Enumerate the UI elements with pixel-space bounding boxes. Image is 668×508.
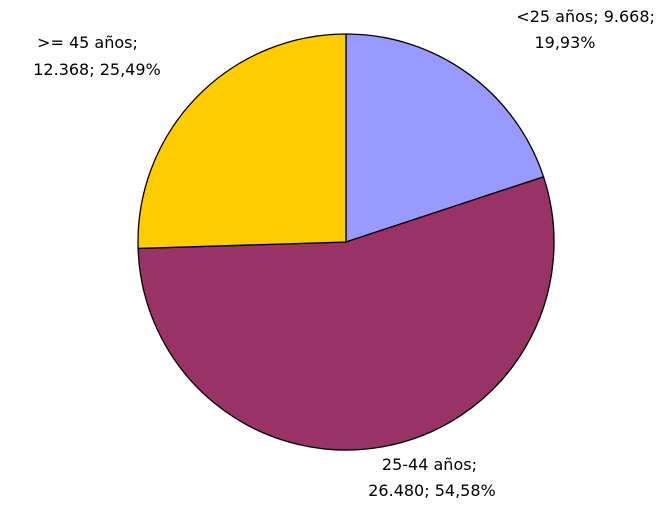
data-label: 26.480; 54,58% xyxy=(368,481,495,500)
data-label-category: >= 45 años xyxy=(37,33,132,52)
pie-slice xyxy=(137,33,347,250)
data-label: <25 años; 9.668; xyxy=(516,7,660,26)
data-label-separator: ; xyxy=(89,60,99,79)
data-label-percent: 19,93% xyxy=(534,33,595,52)
pie-slice xyxy=(345,33,545,243)
data-label: 19,93% xyxy=(534,33,595,52)
data-label-separator: ; xyxy=(472,455,482,474)
data-label: 12.368; 25,49% xyxy=(33,60,160,79)
data-label: >= 45 años; xyxy=(37,33,143,52)
data-label-value: 12.368 xyxy=(33,60,89,79)
data-label-separator: ; xyxy=(650,7,660,26)
data-label-value: 26.480 xyxy=(368,481,424,500)
data-label-separator: ; xyxy=(593,7,603,26)
data-label-category: <25 años xyxy=(516,7,593,26)
data-label-percent: 54,58% xyxy=(435,481,496,500)
data-label-percent: 25,49% xyxy=(100,60,161,79)
data-label: 25-44 años; xyxy=(382,455,482,474)
data-label-category: 25-44 años xyxy=(382,455,472,474)
pie-slice xyxy=(137,176,555,451)
data-label-value: 9.668 xyxy=(604,7,650,26)
data-label-separator: ; xyxy=(424,481,434,500)
data-label-separator: ; xyxy=(132,33,142,52)
